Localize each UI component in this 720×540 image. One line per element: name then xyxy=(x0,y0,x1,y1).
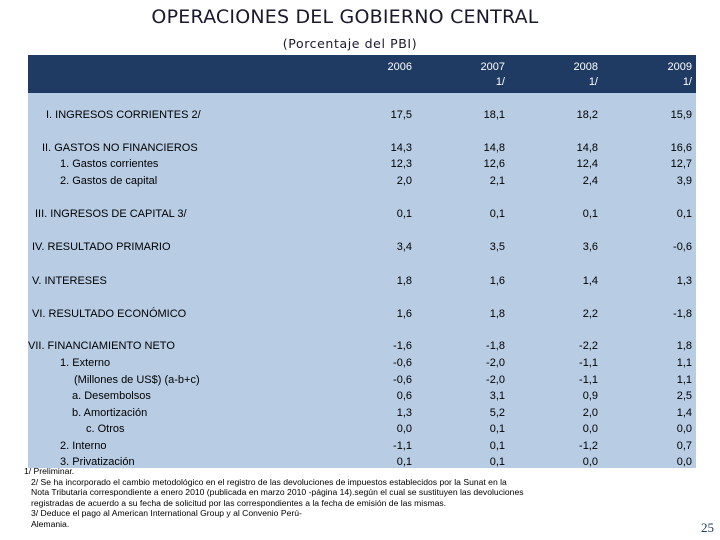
cell-r14-2008: -1,2 xyxy=(579,440,598,452)
cell-r9-2007: -2,0 xyxy=(486,357,505,369)
cell-r10-2006: -0,6 xyxy=(393,374,412,386)
row-label-financiamiento-neto: VII. FINANCIAMIENTO NETO xyxy=(28,340,175,352)
row-label-externo: 1. Externo xyxy=(60,357,111,369)
cell-r3-2009: 3,9 xyxy=(676,175,692,187)
cell-r1-2008: 14,8 xyxy=(576,142,598,154)
year-header-2007: 2007 1/ xyxy=(480,61,505,88)
row-label-interno: 2. Interno xyxy=(60,440,107,452)
cell-r2-2008: 12,4 xyxy=(576,158,598,170)
cell-r9-2009: 1,1 xyxy=(676,357,692,369)
cell-r12-2009: 1,4 xyxy=(676,407,692,419)
footnote-3: 3/ Deduce el pago al American Internatio… xyxy=(31,508,302,519)
cell-r9-2006: -0,6 xyxy=(393,357,412,369)
page-number: 25 xyxy=(701,520,714,535)
row-label-amortizacion: b. Amortización xyxy=(72,407,148,419)
cell-r13-2008: 0,0 xyxy=(582,423,598,435)
cell-r11-2008: 0,9 xyxy=(582,390,598,402)
cell-r12-2008: 2,0 xyxy=(582,407,598,419)
cell-r8-2009: 1,8 xyxy=(676,340,692,352)
cell-r6-2008: 1,4 xyxy=(582,275,598,287)
cell-r7-2006: 1,6 xyxy=(396,308,412,320)
cell-r8-2006: -1,6 xyxy=(393,340,412,352)
page-title: OPERACIONES DEL GOBIERNO CENTRAL xyxy=(151,6,539,28)
cell-r1-2006: 14,3 xyxy=(390,142,412,154)
cell-r8-2008: -2,2 xyxy=(579,340,598,352)
row-label-gastos-capital: 2. Gastos de capital xyxy=(60,175,158,187)
cell-r11-2009: 2,5 xyxy=(676,390,692,402)
table-header xyxy=(28,55,696,93)
cell-r7-2007: 1,8 xyxy=(489,308,505,320)
cell-r3-2007: 2,1 xyxy=(489,175,505,187)
year-header-2008: 2008 1/ xyxy=(573,61,598,88)
cell-r4-2006: 0,1 xyxy=(396,208,412,220)
row-label-resultado-economico: VI. RESULTADO ECONÓMICO xyxy=(32,308,187,320)
footnote-1: 1/ Preliminar. xyxy=(24,466,75,476)
year-header-2006: 2006 xyxy=(387,61,412,73)
cell-r7-2009: -1,8 xyxy=(673,308,692,320)
footnote-2-cont-1: Nota Tributaria correspondiente a enero … xyxy=(31,487,524,498)
table-body-background xyxy=(28,55,696,468)
cell-r14-2006: -1,1 xyxy=(393,440,412,452)
row-label-gastos-no-financieros: II. GASTOS NO FINANCIEROS xyxy=(42,142,198,154)
footnote-3-cont: Alemania. xyxy=(31,518,70,529)
cell-r9-2008: -1,1 xyxy=(579,357,598,369)
row-label-otros: c. Otros xyxy=(86,423,125,435)
cell-r12-2007: 5,2 xyxy=(489,407,505,419)
cell-r1-2007: 14,8 xyxy=(483,142,505,154)
cell-r0-2009: 15,9 xyxy=(670,109,692,121)
footnote-2-cont-2: registradas de acuerdo a su fecha de sol… xyxy=(31,497,447,508)
row-label-millones-us: (Millones de US$) (a-b+c) xyxy=(74,374,200,386)
cell-r15-2008: 0,0 xyxy=(582,456,598,468)
cell-r0-2008: 18,2 xyxy=(576,109,598,121)
cell-r3-2006: 2,0 xyxy=(396,175,412,187)
cell-r8-2007: -1,8 xyxy=(486,340,505,352)
cell-r10-2008: -1,1 xyxy=(579,374,598,386)
cell-r4-2009: 0,1 xyxy=(676,208,692,220)
row-label-ingresos-capital: III. INGRESOS DE CAPITAL 3/ xyxy=(35,208,187,220)
cell-r5-2006: 3,4 xyxy=(396,241,412,253)
row-label-gastos-corrientes: 1. Gastos corrientes xyxy=(60,158,159,170)
cell-r4-2008: 0,1 xyxy=(582,208,598,220)
cell-r6-2007: 1,6 xyxy=(489,275,505,287)
page-subtitle: (Porcentaje del PBI) xyxy=(282,36,418,51)
footnote-2: 2/ Se ha incorporado el cambio metodológ… xyxy=(31,476,507,487)
year-header-2009: 2009 1/ xyxy=(667,61,692,88)
cell-r15-2006: 0,1 xyxy=(396,456,412,468)
row-label-intereses: V. INTERESES xyxy=(32,275,107,287)
row-label-privatizacion: 3. Privatización xyxy=(60,456,135,468)
cell-r5-2007: 3,5 xyxy=(489,241,505,253)
cell-r11-2007: 3,1 xyxy=(489,390,505,402)
cell-r10-2007: -2,0 xyxy=(486,374,505,386)
cell-r14-2007: 0,1 xyxy=(489,440,505,452)
cell-r10-2009: 1,1 xyxy=(676,374,692,386)
row-label-resultado-primario: IV. RESULTADO PRIMARIO xyxy=(32,241,171,253)
cell-r6-2006: 1,8 xyxy=(396,275,412,287)
row-label-ingresos-corrientes: I. INGRESOS CORRIENTES 2/ xyxy=(46,109,201,121)
cell-r1-2009: 16,6 xyxy=(670,142,692,154)
cell-r15-2009: 0,0 xyxy=(676,456,692,468)
cell-r15-2007: 0,1 xyxy=(489,456,505,468)
cell-r13-2007: 0,1 xyxy=(489,423,505,435)
cell-r2-2009: 12,7 xyxy=(670,158,692,170)
cell-r11-2006: 0,6 xyxy=(396,390,412,402)
cell-r6-2009: 1,3 xyxy=(676,275,692,287)
cell-r5-2009: -0,6 xyxy=(673,241,692,253)
cell-r0-2006: 17,5 xyxy=(390,109,412,121)
cell-r14-2009: 0,7 xyxy=(676,440,692,452)
cell-r7-2008: 2,2 xyxy=(582,308,598,320)
cell-r2-2006: 12,3 xyxy=(390,158,412,170)
cell-r5-2008: 3,6 xyxy=(582,241,598,253)
cell-r13-2009: 0,0 xyxy=(676,423,692,435)
footnotes: 1/ Preliminar. 2/ Se ha incorporado el c… xyxy=(24,466,664,530)
cell-r0-2007: 18,1 xyxy=(483,109,505,121)
cell-r12-2006: 1,3 xyxy=(396,407,412,419)
cell-r2-2007: 12,6 xyxy=(483,158,505,170)
cell-r4-2007: 0,1 xyxy=(489,208,505,220)
cell-r13-2006: 0,0 xyxy=(396,423,412,435)
cell-r3-2008: 2,4 xyxy=(582,175,598,187)
row-label-desembolsos: a. Desembolsos xyxy=(72,390,151,402)
